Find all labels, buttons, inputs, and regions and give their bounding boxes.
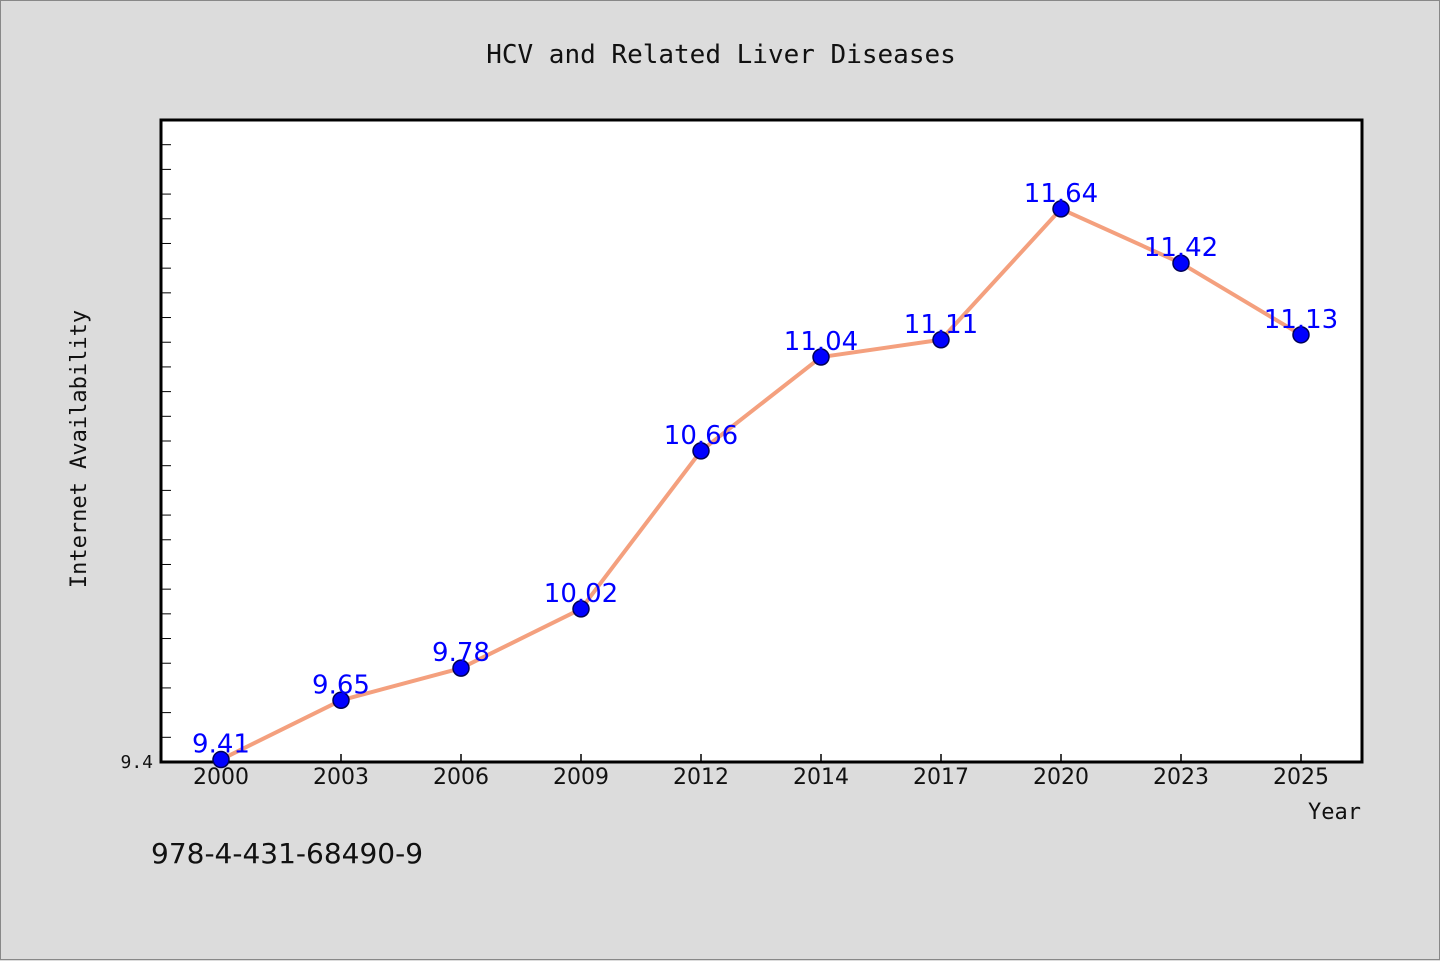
data-label: 9.65 xyxy=(312,670,370,700)
data-point xyxy=(332,691,350,710)
x-axis-ticks: 2000 2003 2006 2009 2012 2014 2017 2020 2023 2025 xyxy=(193,754,1329,790)
y-axis-ticks: 9.4 xyxy=(120,752,153,773)
x-tick-label: 2020 xyxy=(1033,765,1089,790)
data-point xyxy=(212,750,230,769)
x-tick-label: 2012 xyxy=(673,765,729,790)
data-point xyxy=(572,600,590,618)
x-tick-label: 2023 xyxy=(1153,765,1209,790)
x-tick-label: 2025 xyxy=(1273,765,1329,790)
x-axis-label: Year xyxy=(1308,800,1361,825)
data-label: 9.41 xyxy=(192,730,250,760)
data-point xyxy=(932,331,950,349)
x-tick-label: 2014 xyxy=(793,765,849,790)
chart-title: HCV and Related Liver Diseases xyxy=(486,40,956,70)
x-tick-label: 2017 xyxy=(913,765,969,790)
data-point xyxy=(452,659,470,677)
data-point xyxy=(1172,254,1190,272)
data-point xyxy=(1292,326,1310,344)
y-tick-label: 9.4 xyxy=(120,752,153,773)
y-axis-minor-ticks xyxy=(161,144,171,738)
x-tick-label: 2003 xyxy=(313,765,369,790)
data-label: 9.78 xyxy=(432,638,490,668)
data-label: 11.13 xyxy=(1264,305,1338,335)
footer-code: 978-4-431-68490-9 xyxy=(151,837,423,870)
data-label: 10.66 xyxy=(664,421,738,451)
data-label: 10.02 xyxy=(544,579,618,609)
data-markers xyxy=(212,200,1310,769)
x-tick-label: 2006 xyxy=(433,765,489,790)
data-label: 11.11 xyxy=(904,310,978,340)
plot-area xyxy=(159,118,1364,764)
data-label: 11.42 xyxy=(1144,233,1218,263)
x-tick-label: 2000 xyxy=(193,765,249,790)
data-point xyxy=(812,348,830,366)
series-line xyxy=(220,206,1303,762)
x-tick-label: 2009 xyxy=(553,765,609,790)
data-label: 11.04 xyxy=(784,327,858,357)
data-point xyxy=(692,442,710,460)
y-axis-label: Internet Availability xyxy=(67,310,92,588)
series-line-group xyxy=(220,206,1303,762)
data-point xyxy=(1052,200,1070,218)
data-labels: 9.41 9.65 9.78 10.02 10.66 11.04 11.11 11.64 11.… xyxy=(192,179,1338,760)
data-label: 11.64 xyxy=(1024,179,1098,209)
